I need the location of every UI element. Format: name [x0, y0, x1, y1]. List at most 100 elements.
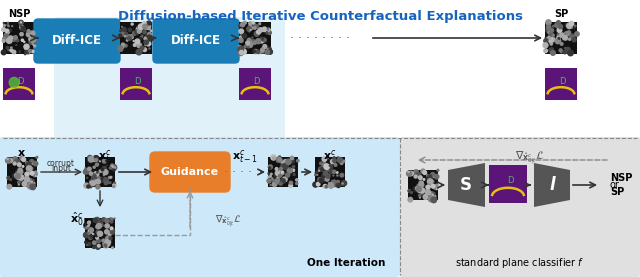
Circle shape: [95, 244, 100, 249]
Circle shape: [435, 184, 438, 187]
Circle shape: [433, 193, 435, 194]
Circle shape: [292, 165, 294, 168]
Circle shape: [104, 181, 108, 185]
Circle shape: [555, 38, 561, 44]
Text: $\nabla_{\hat{\mathbf{x}}_{0|t}^c}\mathcal{L}$: $\nabla_{\hat{\mathbf{x}}_{0|t}^c}\mathc…: [515, 150, 545, 167]
Circle shape: [427, 175, 429, 177]
Circle shape: [322, 163, 327, 168]
Circle shape: [84, 183, 89, 188]
Circle shape: [95, 235, 97, 237]
Circle shape: [109, 237, 112, 240]
Circle shape: [262, 27, 267, 32]
Circle shape: [284, 160, 288, 164]
Circle shape: [26, 166, 32, 171]
Circle shape: [324, 164, 330, 170]
Circle shape: [33, 172, 37, 177]
Circle shape: [415, 187, 417, 188]
Circle shape: [119, 34, 122, 37]
Circle shape: [93, 156, 97, 160]
Circle shape: [105, 240, 111, 245]
Circle shape: [124, 34, 127, 37]
Circle shape: [545, 50, 546, 52]
Circle shape: [128, 35, 132, 39]
Circle shape: [95, 163, 99, 166]
Circle shape: [92, 177, 93, 179]
Circle shape: [429, 193, 434, 198]
Circle shape: [142, 22, 146, 26]
Circle shape: [140, 46, 144, 50]
Circle shape: [552, 38, 553, 39]
Bar: [120, 68, 152, 100]
Circle shape: [27, 171, 28, 172]
Circle shape: [421, 190, 423, 192]
Circle shape: [321, 168, 324, 171]
Circle shape: [14, 38, 17, 41]
Circle shape: [546, 20, 551, 25]
Circle shape: [88, 242, 91, 245]
Text: $\nabla_{\hat{\mathbf{x}}_{0|t}^c}\mathcal{L}$: $\nabla_{\hat{\mathbf{x}}_{0|t}^c}\mathc…: [215, 214, 241, 230]
Circle shape: [19, 175, 24, 180]
Circle shape: [109, 182, 111, 183]
Circle shape: [253, 27, 256, 29]
Circle shape: [419, 188, 424, 193]
Circle shape: [7, 24, 8, 26]
Bar: [489, 165, 527, 203]
Circle shape: [29, 160, 34, 164]
Text: Diffusion-based Iterative Counterfactual Explanations: Diffusion-based Iterative Counterfactual…: [118, 10, 522, 23]
Circle shape: [284, 167, 286, 169]
Circle shape: [88, 167, 91, 171]
Circle shape: [271, 155, 276, 160]
Circle shape: [553, 38, 555, 40]
Circle shape: [429, 192, 434, 196]
Circle shape: [83, 170, 88, 174]
Circle shape: [28, 184, 33, 189]
Circle shape: [267, 28, 269, 30]
Circle shape: [325, 186, 328, 188]
Circle shape: [431, 184, 435, 188]
Circle shape: [260, 48, 264, 52]
Circle shape: [419, 181, 422, 185]
Circle shape: [330, 165, 331, 166]
Text: l: l: [549, 176, 555, 194]
Circle shape: [553, 35, 554, 36]
Bar: [545, 22, 577, 54]
Circle shape: [102, 169, 103, 170]
Circle shape: [97, 239, 100, 243]
Circle shape: [88, 221, 90, 224]
Circle shape: [28, 52, 29, 54]
Circle shape: [118, 46, 123, 51]
Circle shape: [252, 37, 253, 38]
Circle shape: [110, 176, 112, 178]
Circle shape: [127, 37, 131, 40]
Circle shape: [423, 179, 425, 180]
Circle shape: [104, 244, 107, 247]
Circle shape: [557, 28, 562, 32]
Circle shape: [272, 178, 273, 179]
Text: $\mathbf{x}$: $\mathbf{x}$: [17, 148, 26, 158]
Circle shape: [4, 33, 8, 37]
Circle shape: [261, 50, 264, 53]
Circle shape: [21, 39, 24, 41]
Circle shape: [88, 230, 92, 234]
Circle shape: [7, 184, 12, 189]
Circle shape: [259, 52, 260, 54]
Circle shape: [127, 40, 128, 41]
Circle shape: [2, 28, 5, 31]
Circle shape: [414, 175, 417, 178]
Circle shape: [108, 182, 109, 184]
Circle shape: [106, 236, 111, 241]
Circle shape: [147, 25, 150, 28]
Circle shape: [97, 231, 102, 236]
FancyBboxPatch shape: [34, 19, 120, 63]
Circle shape: [2, 40, 5, 42]
Circle shape: [9, 36, 13, 40]
Text: D: D: [507, 176, 513, 186]
Circle shape: [415, 187, 419, 190]
Circle shape: [548, 38, 550, 40]
Circle shape: [247, 42, 253, 47]
Circle shape: [19, 168, 22, 172]
Circle shape: [29, 50, 31, 52]
Circle shape: [111, 165, 113, 167]
Circle shape: [30, 171, 34, 175]
Bar: [315, 157, 345, 187]
